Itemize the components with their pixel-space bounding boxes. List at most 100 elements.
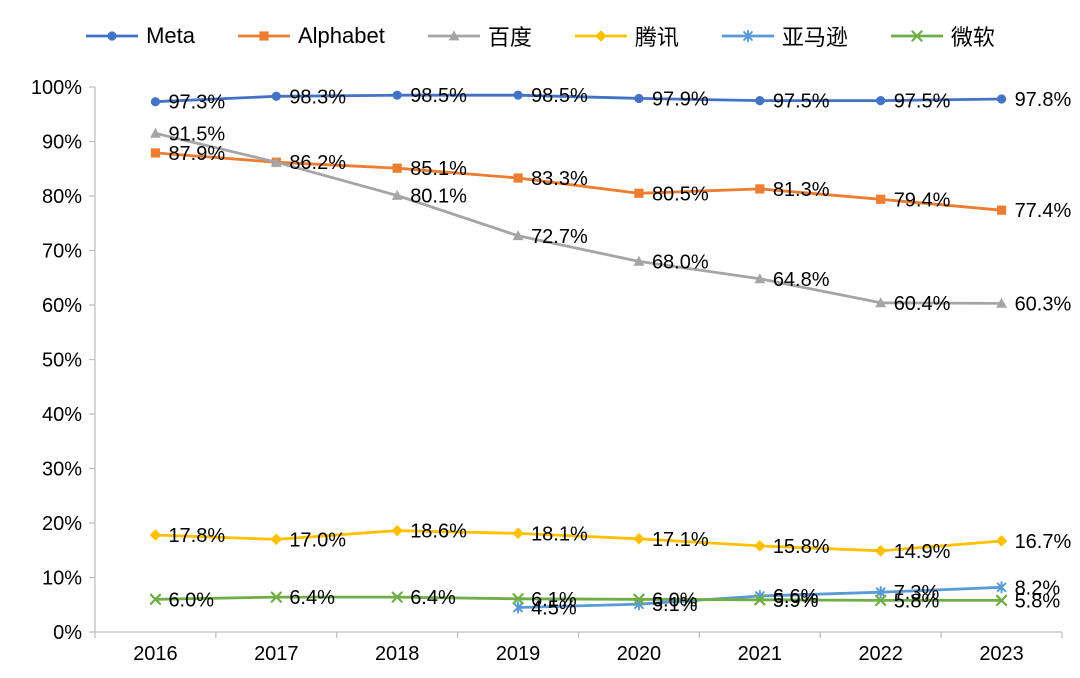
data-label: 98.5% (410, 85, 467, 107)
square-marker-icon (392, 163, 402, 173)
triangle-marker-icon (391, 189, 403, 200)
legend-swatch (86, 31, 139, 41)
series-microsoft (149, 591, 1008, 607)
legend-swatch (721, 29, 774, 43)
x-marker-icon (391, 591, 403, 603)
circle-marker-icon (392, 90, 402, 100)
diamond-marker-icon (874, 544, 887, 557)
data-label: 5.8% (894, 590, 940, 612)
series-line (155, 151, 1002, 212)
data-label: 6.0% (652, 589, 698, 611)
data-label: 97.8% (1015, 89, 1072, 111)
triangle-marker-icon (270, 156, 282, 167)
circle-marker-icon (107, 31, 117, 41)
data-label: 79.4% (894, 189, 951, 211)
circle-marker-icon (755, 96, 765, 106)
x-axis: 2016 2017 2018 2019 2020 2021 2022 2023 (94, 631, 1063, 665)
asterisk-marker-icon (742, 29, 753, 43)
x-tick-label: 2023 (979, 643, 1024, 665)
series-tencent (149, 524, 1008, 557)
series-line (155, 93, 1002, 104)
square-marker-icon (634, 188, 644, 198)
data-label: 87.9% (168, 143, 225, 165)
triangle-marker-icon (448, 30, 460, 41)
data-label: 18.1% (531, 523, 588, 545)
data-label: 8.2% (1015, 577, 1061, 599)
triangle-marker-icon (996, 297, 1007, 308)
data-label: 6.6% (773, 586, 819, 608)
series-labels-tencent: 17.8% 17.0% 18.6% 18.1% 17.1% 15.8% 14.9% 16.7% (168, 521, 1071, 563)
series-line (155, 529, 1002, 553)
x-marker-icon (754, 594, 766, 606)
legend-label: 亚马逊 (781, 25, 848, 50)
series-meta (150, 90, 1007, 107)
data-label: 14.9% (894, 541, 951, 563)
x-marker-icon (874, 594, 887, 607)
diamond-marker-icon (391, 524, 403, 537)
x-marker-icon (995, 594, 1008, 607)
y-tick-label: 40% (42, 404, 82, 426)
legend-swatch (427, 30, 480, 41)
x-tick-label: 2022 (858, 643, 903, 665)
legend-swatch (890, 30, 943, 42)
square-marker-icon (150, 148, 161, 158)
square-marker-icon (755, 184, 765, 194)
square-marker-icon (996, 205, 1007, 215)
series-labels-meta: 97.3% 98.3% 98.5% 98.5% 97.9% 97.5% 97.5% 97.8% (168, 85, 1071, 114)
triangle-marker-icon (875, 297, 887, 308)
chart-legend: Meta Alphabet 百度 腾讯 亚马逊 微软 (0, 20, 1080, 52)
diamond-marker-icon (270, 533, 283, 546)
legend-item-amazon: 亚马逊 (721, 20, 848, 52)
triangle-marker-icon (512, 230, 524, 241)
data-label: 85.1% (410, 158, 467, 180)
x-tick-label: 2016 (133, 643, 178, 665)
data-label: 17.1% (652, 529, 709, 551)
x-marker-icon (633, 593, 645, 605)
triangle-marker-icon (754, 273, 766, 284)
data-label: 6.4% (410, 587, 456, 609)
y-tick-label: 10% (42, 568, 82, 590)
asterisk-marker-icon (996, 581, 1007, 594)
y-tick-label: 100% (31, 77, 82, 99)
series-labels-microsoft: 6.0% 6.4% 6.4% 6.1% 6.0% 5.9% 5.8% 5.8% (168, 587, 1060, 612)
data-label: 98.5% (531, 85, 588, 107)
y-tick-label: 80% (42, 186, 82, 208)
x-marker-icon (149, 593, 162, 605)
series-line (155, 131, 1002, 305)
diamond-marker-icon (512, 527, 524, 540)
asterisk-marker-icon (513, 601, 523, 614)
series-labels-baidu: 91.5% 80.1% 72.7% 68.0% 64.8% 60.4% 60.3% (168, 123, 1071, 315)
square-marker-icon (259, 31, 269, 41)
data-label: 86.2% (289, 152, 346, 174)
triangle-marker-icon (633, 255, 645, 266)
data-label: 64.8% (773, 269, 830, 291)
data-label: 81.3% (773, 179, 830, 201)
data-label: 97.5% (894, 91, 951, 113)
legend-label: 百度 (487, 25, 532, 50)
y-tick-label: 90% (42, 132, 82, 154)
data-label: 7.3% (894, 582, 940, 604)
x-marker-icon (512, 593, 524, 605)
y-tick-label: 30% (42, 459, 82, 481)
legend-label: 腾讯 (634, 25, 679, 50)
series-baidu (150, 127, 1007, 308)
series-labels-amazon: 4.5% 5.1% 6.6% 7.3% 8.2% (531, 577, 1060, 619)
legend-label: Alphabet (298, 23, 385, 48)
data-label: 97.3% (168, 92, 225, 114)
circle-marker-icon (996, 94, 1007, 104)
triangle-marker-icon (150, 127, 161, 138)
legend-swatch (574, 30, 627, 42)
data-label: 60.4% (894, 293, 951, 315)
data-label: 97.9% (652, 88, 709, 110)
circle-marker-icon (271, 91, 281, 101)
diamond-marker-icon (754, 540, 766, 552)
data-label: 16.7% (1015, 531, 1072, 553)
data-label: 6.0% (168, 589, 214, 611)
data-label: 80.5% (652, 183, 709, 205)
asterisk-marker-icon (875, 586, 886, 599)
legend-item-alphabet: Alphabet (237, 23, 385, 49)
data-label: 5.1% (652, 594, 698, 616)
diamond-marker-icon (633, 533, 645, 545)
data-label: 15.8% (773, 536, 830, 558)
